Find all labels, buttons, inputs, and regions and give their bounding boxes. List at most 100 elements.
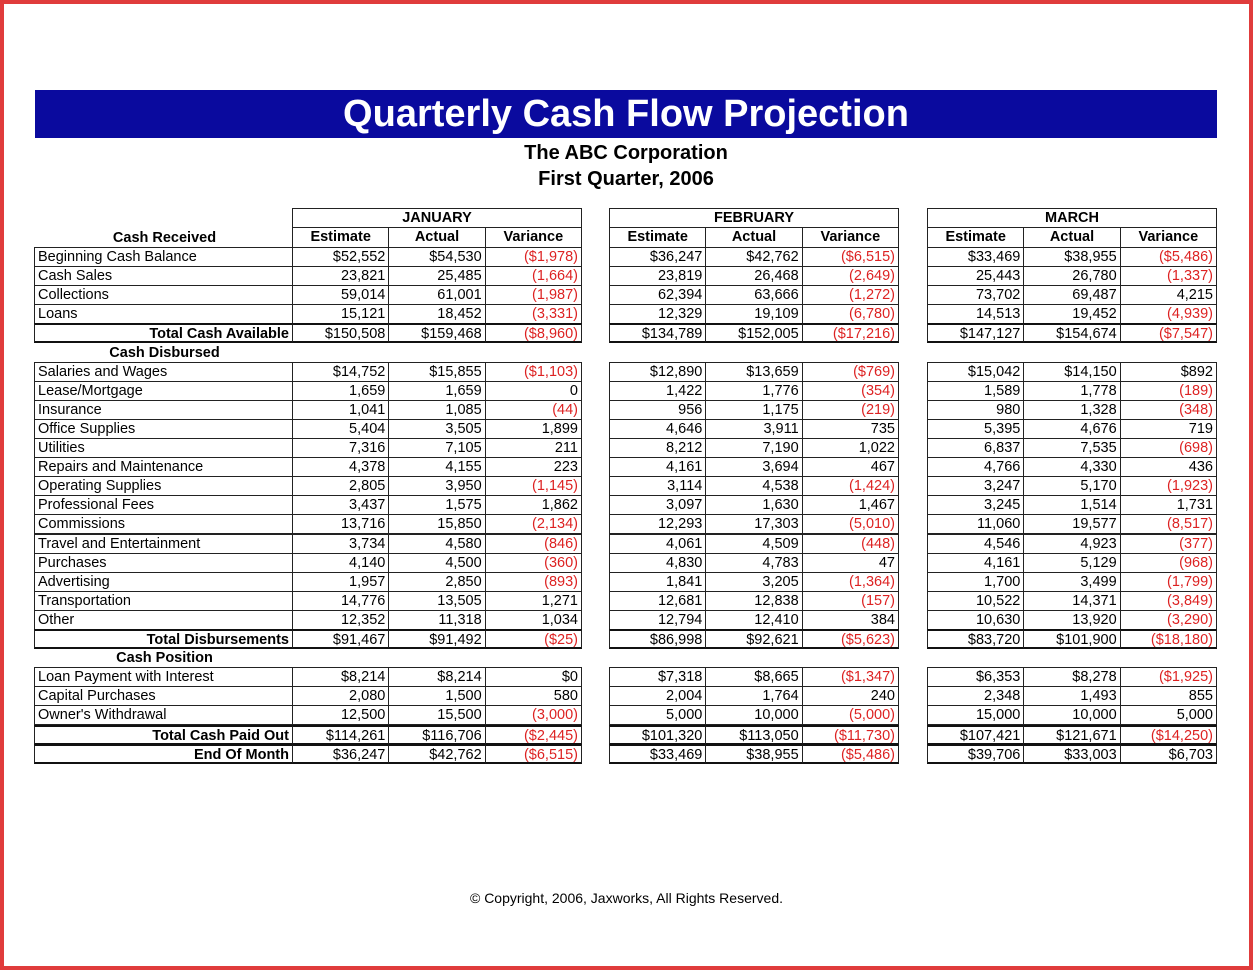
value-cell: $147,127 (927, 323, 1025, 344)
value-cell: 4,676 (1023, 418, 1121, 439)
value-cell: $8,665 (705, 667, 803, 688)
total-label: End Of Month (34, 743, 293, 764)
value-cell: 1,575 (388, 495, 486, 516)
value-cell: (2,134) (484, 514, 582, 535)
value-cell: 14,776 (292, 590, 390, 611)
value-cell: 7,105 (388, 438, 486, 459)
value-cell: $15,042 (927, 361, 1025, 382)
column-header: Actual (705, 227, 803, 248)
value-cell: 3,205 (705, 571, 803, 592)
value-cell: (1,272) (801, 285, 899, 306)
value-cell: 1,862 (484, 495, 582, 516)
row-label: Purchases (34, 552, 293, 573)
value-cell: $0 (484, 667, 582, 688)
value-cell: 10,000 (1023, 705, 1121, 726)
value-cell: 3,734 (292, 533, 390, 554)
value-cell: $152,005 (705, 323, 803, 344)
value-cell: 1,659 (388, 380, 486, 401)
copyright: © Copyright, 2006, Jaxworks, All Rights … (469, 890, 783, 906)
value-cell: $33,469 (609, 743, 707, 764)
value-cell: ($1,925) (1119, 667, 1217, 688)
value-cell: 1,899 (484, 418, 582, 439)
value-cell: (1,799) (1119, 571, 1217, 592)
value-cell: 3,245 (927, 495, 1025, 516)
value-cell: (157) (801, 590, 899, 611)
value-cell: 1,271 (484, 590, 582, 611)
total-label: Total Cash Paid Out (34, 724, 293, 745)
value-cell: (219) (801, 399, 899, 420)
value-cell: 1,422 (609, 380, 707, 401)
value-cell: 18,452 (388, 304, 486, 325)
value-cell: 1,841 (609, 571, 707, 592)
row-label: Professional Fees (34, 495, 293, 516)
value-cell: $121,671 (1023, 724, 1121, 745)
value-cell: 4,500 (388, 552, 486, 573)
value-cell: ($8,960) (484, 323, 582, 344)
value-cell: 1,957 (292, 571, 390, 592)
value-cell: (698) (1119, 438, 1217, 459)
column-header: Variance (801, 227, 899, 248)
value-cell: 580 (484, 686, 582, 707)
total-label: Total Disbursements (34, 629, 293, 650)
value-cell: 1,764 (705, 686, 803, 707)
value-cell: (3,000) (484, 705, 582, 726)
value-cell: $38,955 (705, 743, 803, 764)
value-cell: 1,589 (927, 380, 1025, 401)
value-cell: 7,535 (1023, 438, 1121, 459)
value-cell: $154,674 (1023, 323, 1121, 344)
value-cell: 4,161 (927, 552, 1025, 573)
value-cell: $134,789 (609, 323, 707, 344)
value-cell: $91,492 (388, 629, 486, 650)
value-cell: (3,290) (1119, 609, 1217, 630)
value-cell: (1,987) (484, 285, 582, 306)
value-cell: $36,247 (609, 247, 707, 268)
value-cell: 59,014 (292, 285, 390, 306)
value-cell: 4,923 (1023, 533, 1121, 554)
value-cell: 1,700 (927, 571, 1025, 592)
value-cell: 735 (801, 418, 899, 439)
value-cell: ($25) (484, 629, 582, 650)
value-cell: ($6,515) (484, 743, 582, 764)
value-cell: 436 (1119, 457, 1217, 478)
value-cell: 2,348 (927, 686, 1025, 707)
value-cell: 26,468 (705, 266, 803, 287)
value-cell: 1,493 (1023, 686, 1121, 707)
value-cell: (5,010) (801, 514, 899, 535)
value-cell: 23,821 (292, 266, 390, 287)
value-cell: 12,329 (609, 304, 707, 325)
value-cell: $892 (1119, 361, 1217, 382)
value-cell: 1,731 (1119, 495, 1217, 516)
column-header: Estimate (609, 227, 707, 248)
value-cell: $14,150 (1023, 361, 1121, 382)
value-cell: (5,000) (801, 705, 899, 726)
row-label: Salaries and Wages (34, 361, 293, 382)
value-cell: ($5,623) (801, 629, 899, 650)
value-cell: 47 (801, 552, 899, 573)
value-cell: 12,352 (292, 609, 390, 630)
total-label: Total Cash Available (34, 323, 293, 344)
value-cell: 12,681 (609, 590, 707, 611)
row-label: Commissions (34, 514, 293, 535)
value-cell: $116,706 (388, 724, 486, 745)
value-cell: 855 (1119, 686, 1217, 707)
value-cell: (4,939) (1119, 304, 1217, 325)
row-label: Loan Payment with Interest (34, 667, 293, 688)
value-cell: ($14,250) (1119, 724, 1217, 745)
value-cell: (1,664) (484, 266, 582, 287)
value-cell: $113,050 (705, 724, 803, 745)
value-cell: 5,000 (1119, 705, 1217, 726)
value-cell: 956 (609, 399, 707, 420)
value-cell: ($18,180) (1119, 629, 1217, 650)
period: First Quarter, 2006 (538, 168, 714, 190)
value-cell: 12,410 (705, 609, 803, 630)
value-cell: 3,097 (609, 495, 707, 516)
row-label: Transportation (34, 590, 293, 611)
value-cell: $114,261 (292, 724, 390, 745)
value-cell: 15,121 (292, 304, 390, 325)
column-header: Actual (1023, 227, 1121, 248)
column-header: Variance (484, 227, 582, 248)
value-cell: 7,316 (292, 438, 390, 459)
value-cell: 4,783 (705, 552, 803, 573)
value-cell: 4,766 (927, 457, 1025, 478)
